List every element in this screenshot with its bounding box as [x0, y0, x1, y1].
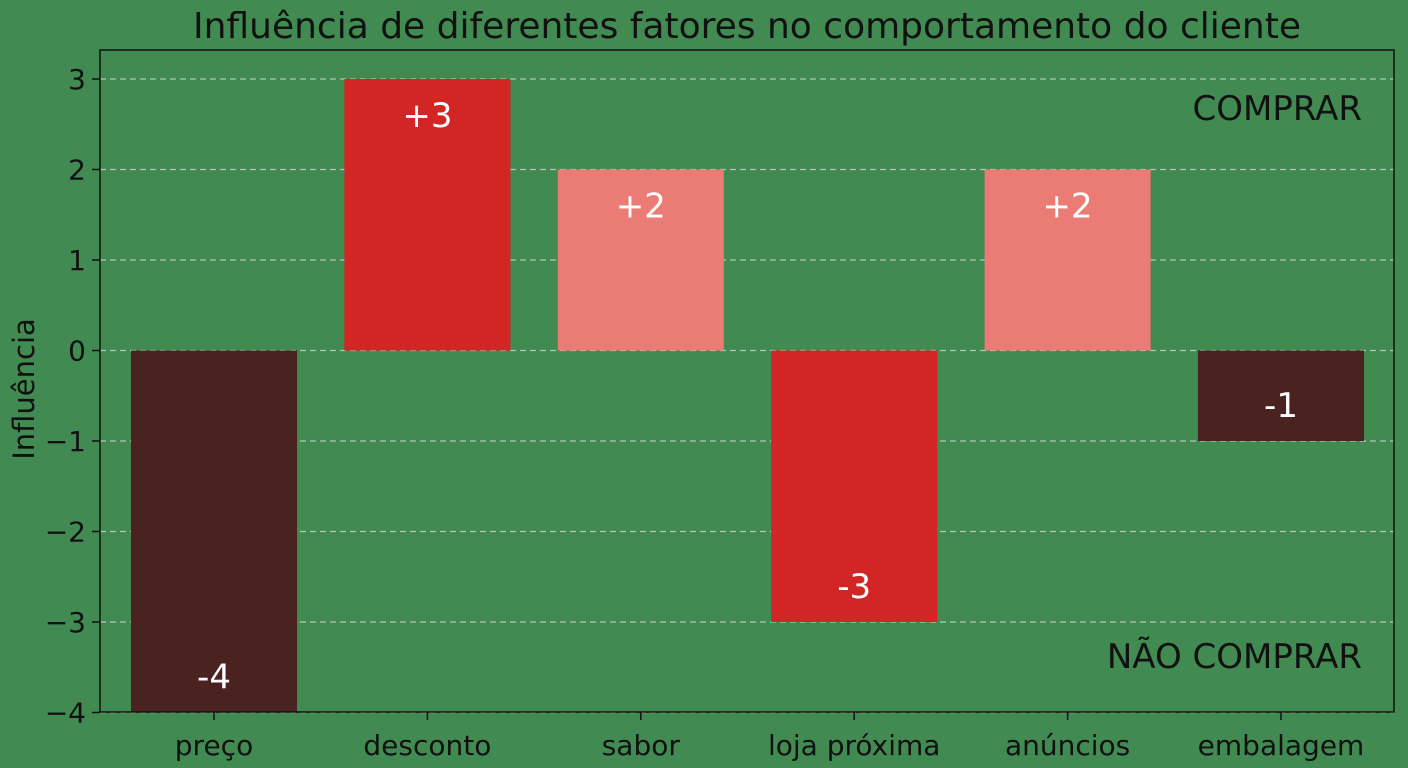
y-tick-label: 3	[68, 63, 86, 96]
y-tick-label: −1	[45, 425, 86, 458]
y-tick-label: −4	[45, 697, 86, 730]
x-tick-label: sabor	[602, 729, 681, 762]
plot-frame	[99, 49, 1395, 713]
bar-value-label: +2	[1043, 187, 1093, 227]
bar-2	[344, 79, 511, 351]
bar-value-label: -1	[1264, 386, 1298, 426]
bars	[130, 79, 1365, 713]
bar-1	[130, 350, 298, 713]
bar-labels: -4 +3 +2 -3 +2 -1	[197, 96, 1298, 698]
y-tick-label: 0	[68, 335, 86, 368]
bar-6	[1197, 350, 1365, 441]
chart-title: Influência de diferentes fatores no comp…	[193, 6, 1301, 47]
bar-value-label: +2	[616, 187, 666, 227]
y-tick-label: −2	[45, 516, 86, 549]
x-axis-ticks: preço desconto sabor loja próxima anúncios em…	[175, 712, 1365, 762]
y-tick-label: −3	[45, 606, 86, 639]
bar-value-label: +3	[402, 96, 452, 136]
bar-4	[771, 350, 938, 622]
bar-value-label: -3	[837, 567, 871, 607]
y-axis-ticks: 3 2 1 0 −1 −2 −3 −4	[45, 63, 100, 730]
bar-value-label: -4	[197, 658, 231, 698]
x-tick-label: embalagem	[1198, 729, 1365, 762]
y-tick-label: 1	[68, 244, 86, 277]
annotation-nao-comprar: NÃO COMPRAR	[1107, 637, 1362, 677]
x-tick-label: desconto	[363, 729, 491, 762]
annotation-comprar: COMPRAR	[1193, 89, 1362, 129]
y-tick-label: 2	[68, 154, 86, 187]
y-axis-label: Influência	[7, 318, 41, 460]
x-tick-label: anúncios	[1005, 729, 1130, 762]
x-tick-label: preço	[175, 729, 253, 762]
bar-5	[984, 169, 1151, 351]
bar-3	[557, 169, 724, 351]
x-tick-label: loja próxima	[768, 729, 940, 762]
